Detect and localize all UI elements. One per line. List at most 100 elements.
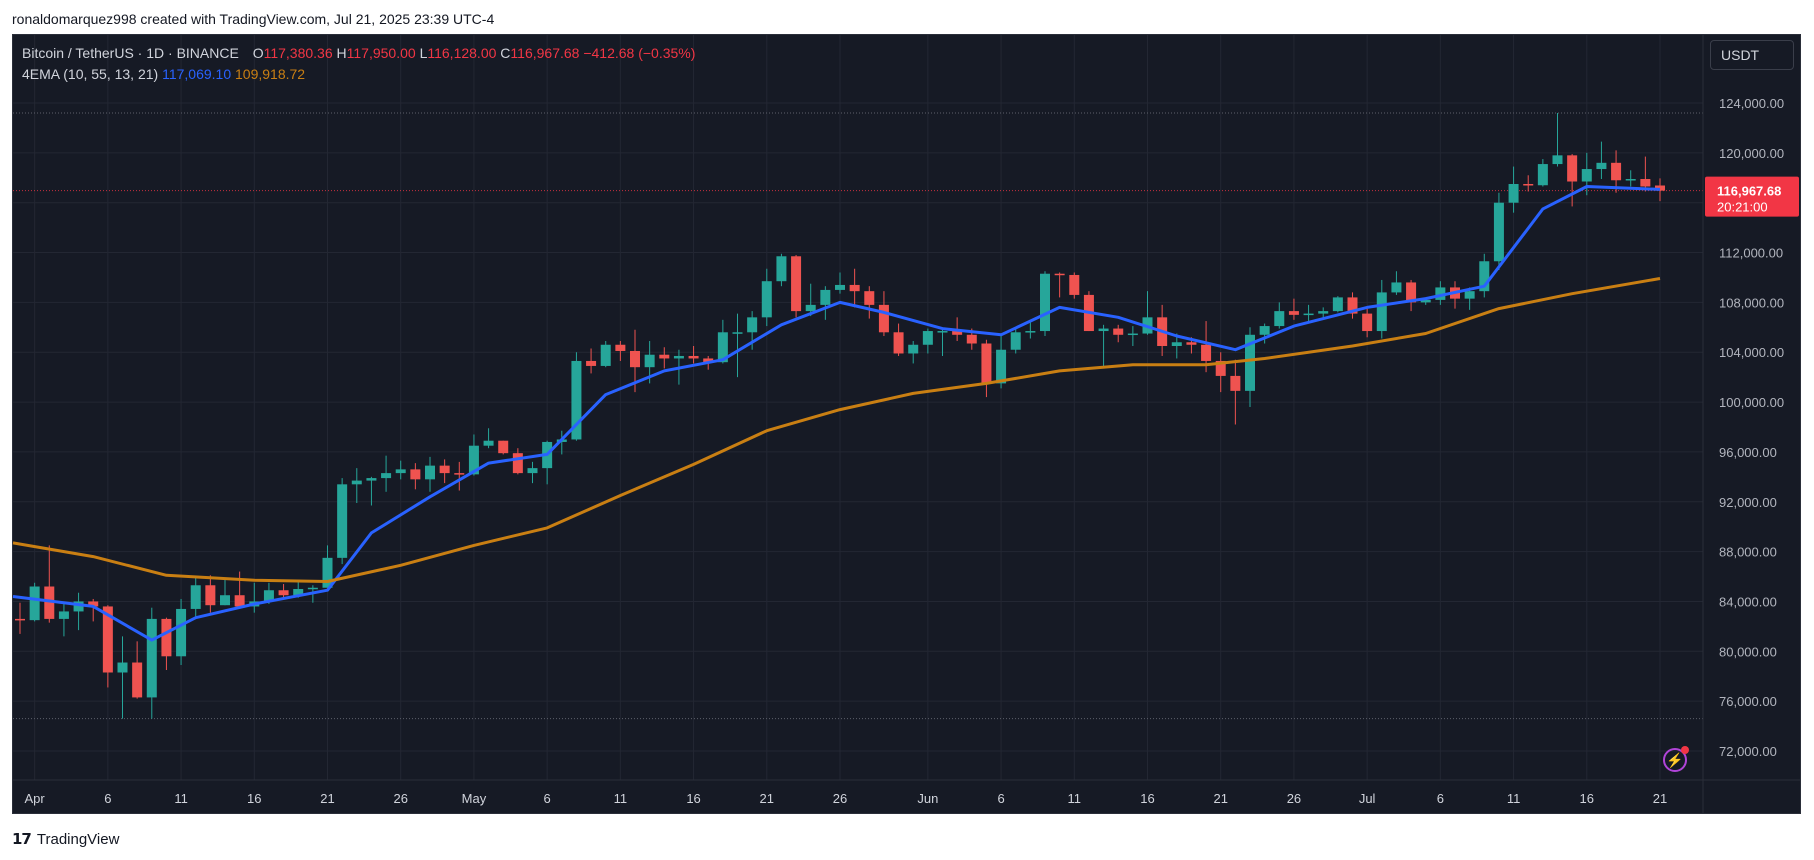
candle-body xyxy=(703,358,714,363)
candle-body xyxy=(966,334,977,344)
candle-body xyxy=(1332,297,1343,312)
candle-body xyxy=(1113,328,1124,335)
candle-body xyxy=(922,331,933,345)
candle-body xyxy=(1567,155,1578,182)
candle-body xyxy=(15,618,25,621)
candle-body xyxy=(571,360,582,440)
candle-body xyxy=(454,473,465,475)
candle-body xyxy=(630,350,640,368)
tradingview-logo-icon: 𝟭𝟳 xyxy=(12,831,32,848)
chart-frame[interactable] xyxy=(12,34,1801,814)
candle-body xyxy=(102,606,113,673)
candle-body xyxy=(1508,184,1519,203)
candle-body xyxy=(73,601,84,612)
candle-body xyxy=(1040,273,1050,332)
candle-body xyxy=(1537,164,1548,186)
y-tick-label: 104,000.00 xyxy=(1719,345,1784,360)
currency-button[interactable]: USDT xyxy=(1710,40,1794,70)
candle-body xyxy=(527,468,538,474)
candle-body xyxy=(205,585,216,606)
candle-body xyxy=(1259,326,1270,335)
candle-body xyxy=(1406,282,1417,303)
candle-body xyxy=(1010,332,1021,350)
x-tick-label: 26 xyxy=(1287,791,1301,806)
x-tick-label: 11 xyxy=(1068,791,1082,806)
candle-body xyxy=(791,256,802,312)
grid-layer xyxy=(13,35,1703,780)
high-label: H xyxy=(336,45,347,61)
candle-body xyxy=(717,332,728,363)
candle-body xyxy=(673,355,684,359)
candle-body xyxy=(1318,311,1329,314)
candle-body xyxy=(1201,344,1212,361)
x-tick-label: 6 xyxy=(1437,791,1444,806)
y-tick-label: 84,000.00 xyxy=(1719,594,1777,609)
candle-body xyxy=(322,557,333,588)
x-tick-label: 16 xyxy=(686,791,700,806)
change-value: −412.68 (−0.35%) xyxy=(583,45,696,61)
candle-body xyxy=(1025,331,1036,333)
candle-body xyxy=(908,344,919,354)
close-label: C xyxy=(500,45,511,61)
author-attribution: ronaldomarquez998 created with TradingVi… xyxy=(12,11,495,27)
candle-body xyxy=(600,344,611,366)
x-tick-label: 26 xyxy=(393,791,407,806)
x-tick-label: Jun xyxy=(917,791,938,806)
x-tick-label: 11 xyxy=(174,791,188,806)
y-tick-label: 72,000.00 xyxy=(1719,744,1777,759)
y-tick-label: 88,000.00 xyxy=(1719,545,1777,560)
candle-body xyxy=(805,304,816,312)
candle-body xyxy=(220,595,230,606)
candle-body xyxy=(410,469,421,480)
last-price-value: 116,967.68 xyxy=(1717,184,1781,199)
candle-body xyxy=(849,284,860,292)
indicator-name[interactable]: 4EMA (10, 55, 13, 21) xyxy=(22,66,159,82)
candle-body xyxy=(1186,342,1197,345)
y-tick-label: 112,000.00 xyxy=(1719,246,1783,261)
candle-body xyxy=(937,331,948,333)
x-tick-label: 6 xyxy=(997,791,1004,806)
footer-brand: 𝟭𝟳 TradingView xyxy=(12,830,119,849)
candle-body xyxy=(483,440,494,446)
candle-body xyxy=(307,587,318,590)
candle-body xyxy=(1347,297,1358,314)
candle-body xyxy=(952,331,963,335)
ema-slow-line xyxy=(12,277,1661,583)
y-tick-label: 92,000.00 xyxy=(1719,495,1777,510)
x-tick-label: 21 xyxy=(760,791,774,806)
axis-layer: 124,000.00120,000.00116,000.00112,000.00… xyxy=(13,35,1801,814)
candle-body xyxy=(234,595,245,607)
candle-body xyxy=(981,343,992,384)
candle-body xyxy=(1420,299,1431,303)
candle-body xyxy=(381,473,392,479)
x-tick-label: May xyxy=(462,791,487,806)
last-price-tag xyxy=(1705,176,1799,217)
x-tick-label: 6 xyxy=(544,791,551,806)
candle-body xyxy=(337,484,348,558)
x-tick-label: 11 xyxy=(614,791,628,806)
candle-body xyxy=(1098,328,1109,332)
candle-body xyxy=(425,465,435,480)
candle-body xyxy=(761,281,772,318)
candle-body xyxy=(58,611,69,619)
series-layer xyxy=(12,112,1665,719)
candle-body xyxy=(996,349,1007,384)
x-tick-label: Jul xyxy=(1359,791,1376,806)
candle-body xyxy=(1435,287,1446,300)
y-tick-label: 80,000.00 xyxy=(1719,644,1777,659)
candle-body xyxy=(351,480,362,485)
x-tick-label: 16 xyxy=(247,791,261,806)
open-label: O xyxy=(252,45,264,61)
symbol-legend: Bitcoin / TetherUS · 1D · BINANCE O117,3… xyxy=(22,45,695,61)
y-tick-label: 120,000.00 xyxy=(1719,146,1784,161)
candle-body xyxy=(747,317,758,333)
candle-body xyxy=(1376,292,1387,332)
candle-body xyxy=(366,478,377,481)
candle-body xyxy=(776,256,787,282)
x-tick-label: 16 xyxy=(1140,791,1154,806)
candle-body xyxy=(1215,360,1226,376)
x-tick-label: 26 xyxy=(833,791,847,806)
lightning-icon[interactable]: ⚡ xyxy=(1663,746,1689,772)
symbol-name[interactable]: Bitcoin / TetherUS · 1D · BINANCE xyxy=(22,45,239,61)
